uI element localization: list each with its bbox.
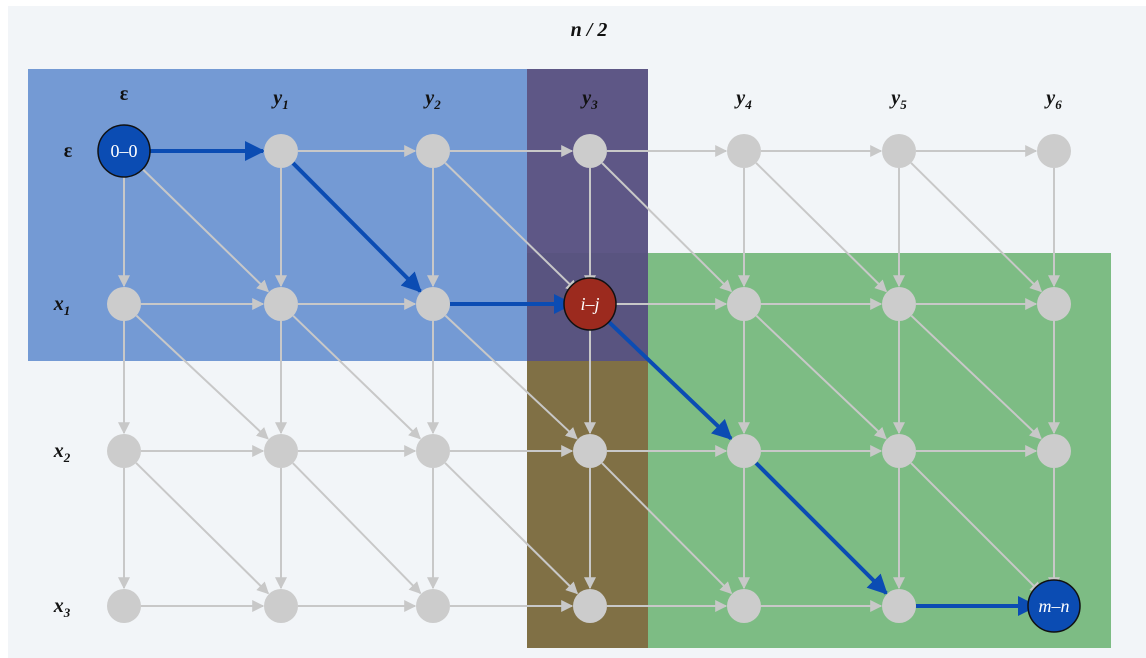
grid-node bbox=[727, 589, 761, 623]
grid-edge-d bbox=[135, 314, 269, 440]
grid-node bbox=[1037, 287, 1071, 321]
grid-edge-d bbox=[292, 462, 422, 595]
grid-node bbox=[264, 134, 298, 168]
path-edge bbox=[754, 461, 888, 595]
grid-node bbox=[416, 589, 450, 623]
grid-node bbox=[264, 287, 298, 321]
grid-node bbox=[727, 287, 761, 321]
grid-edge-d bbox=[755, 314, 887, 440]
grid-node bbox=[573, 134, 607, 168]
special-node-label: i–j bbox=[580, 294, 599, 314]
special-node-circle bbox=[97, 124, 151, 178]
grid-node bbox=[107, 589, 141, 623]
grid-edge-d bbox=[910, 314, 1042, 440]
grid-node bbox=[573, 589, 607, 623]
row-label: ε bbox=[64, 140, 73, 162]
highlighted-path-layer bbox=[141, 141, 1038, 616]
special-node: m–n bbox=[1027, 579, 1081, 633]
special-node-circle bbox=[1027, 579, 1081, 633]
special-node: i–j bbox=[563, 277, 617, 331]
grid-edge-d bbox=[755, 162, 888, 293]
grid-node bbox=[882, 589, 916, 623]
grid-node bbox=[727, 134, 761, 168]
grid-node bbox=[1037, 434, 1071, 468]
midpoint-title: n / 2 bbox=[571, 19, 608, 41]
path-edge bbox=[600, 314, 733, 441]
grid-node bbox=[882, 134, 916, 168]
grid-node bbox=[107, 434, 141, 468]
grid-edge-d bbox=[444, 462, 579, 595]
grid-edge-d bbox=[910, 162, 1043, 293]
grid-edge-d bbox=[444, 314, 578, 440]
grid-edge-d bbox=[135, 162, 269, 293]
grid-node bbox=[107, 287, 141, 321]
grid-node bbox=[416, 134, 450, 168]
special-node-circle bbox=[563, 277, 617, 331]
grid-node bbox=[416, 434, 450, 468]
grid-edge-d bbox=[135, 462, 270, 595]
grid-edge-d bbox=[292, 315, 421, 440]
special-node-label: m–n bbox=[1039, 596, 1070, 616]
grid-edge-d bbox=[444, 162, 578, 293]
grid-node bbox=[882, 434, 916, 468]
grid-edge-d bbox=[601, 462, 733, 595]
special-node: 0–0 bbox=[97, 124, 151, 178]
grid-node bbox=[416, 287, 450, 321]
special-node-label: 0–0 bbox=[111, 141, 138, 161]
grid-node bbox=[264, 589, 298, 623]
nodes-layer: 0–0 i–j m–n bbox=[97, 124, 1081, 633]
grid-node bbox=[882, 287, 916, 321]
grid-edge-d bbox=[601, 162, 733, 293]
grid-edge-d bbox=[910, 462, 1043, 595]
column-label: ε bbox=[120, 83, 129, 105]
path-edge bbox=[291, 161, 422, 293]
grid-node bbox=[573, 434, 607, 468]
grid-node bbox=[727, 434, 761, 468]
grid-node bbox=[1037, 134, 1071, 168]
grid-node bbox=[264, 434, 298, 468]
edges-layer bbox=[118, 145, 1060, 612]
